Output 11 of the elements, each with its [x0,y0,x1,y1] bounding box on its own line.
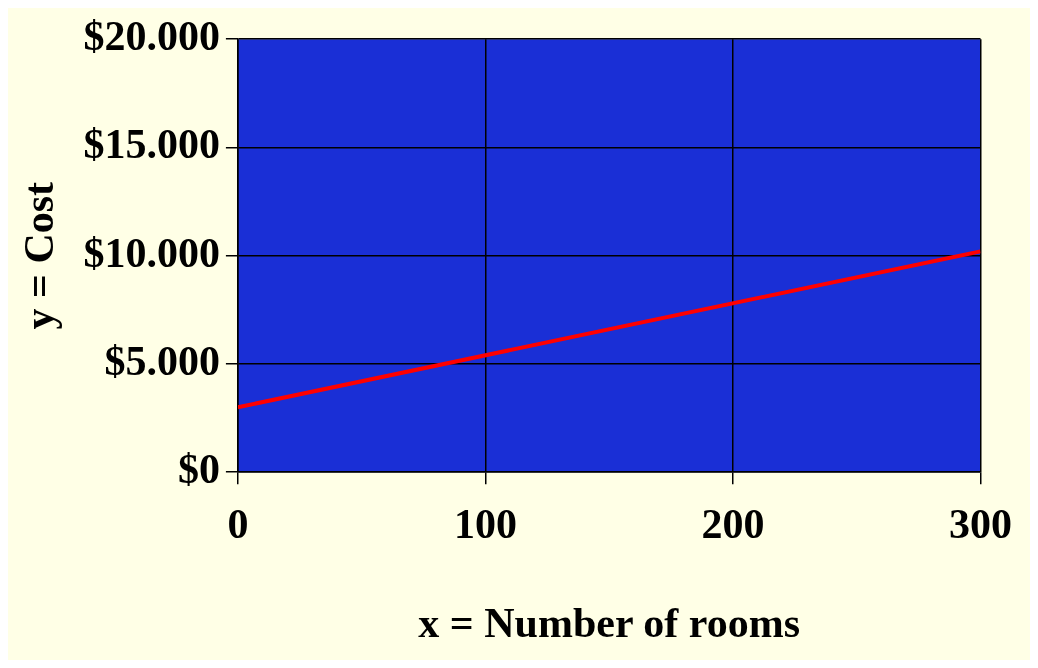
y-tick-label: $5.000 [104,337,220,384]
x-axis-title: x = Number of rooms [418,599,801,646]
x-tick-label: 0 [227,501,249,548]
y-tick-label: $10.000 [83,229,220,276]
x-tick-label: 100 [453,501,517,548]
y-tick-label: $0 [177,446,220,493]
x-tick-label: 300 [949,501,1012,548]
y-tick-label: $20.000 [83,13,220,60]
y-tick-label: $15.000 [83,121,220,168]
x-tick-label: 200 [701,501,765,548]
y-axis-title: y = Cost [16,181,63,330]
